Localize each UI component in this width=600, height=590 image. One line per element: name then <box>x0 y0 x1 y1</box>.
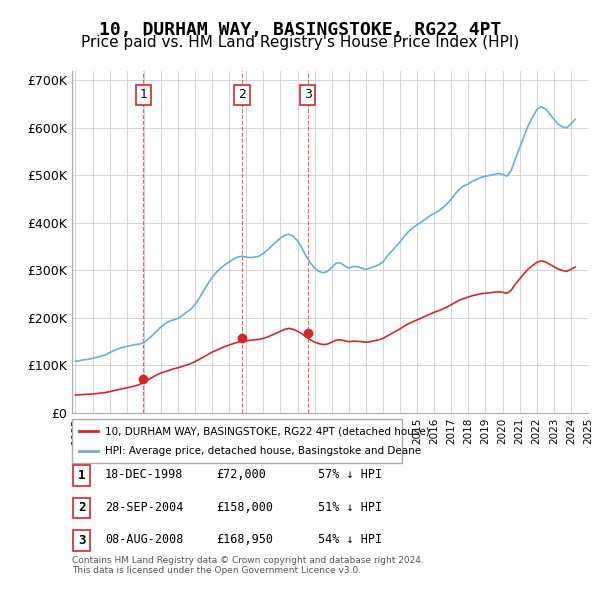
Text: 10, DURHAM WAY, BASINGSTOKE, RG22 4PT: 10, DURHAM WAY, BASINGSTOKE, RG22 4PT <box>99 21 501 39</box>
Text: Contains HM Land Registry data © Crown copyright and database right 2024.
This d: Contains HM Land Registry data © Crown c… <box>72 556 424 575</box>
Text: 3: 3 <box>78 534 85 547</box>
Text: £168,950: £168,950 <box>216 533 273 546</box>
Text: 51% ↓ HPI: 51% ↓ HPI <box>318 501 382 514</box>
Text: 28-SEP-2004: 28-SEP-2004 <box>105 501 184 514</box>
FancyBboxPatch shape <box>73 466 90 486</box>
Text: 10, DURHAM WAY, BASINGSTOKE, RG22 4PT (detached house): 10, DURHAM WAY, BASINGSTOKE, RG22 4PT (d… <box>105 427 430 436</box>
Text: 08-AUG-2008: 08-AUG-2008 <box>105 533 184 546</box>
FancyBboxPatch shape <box>72 419 402 463</box>
Text: Price paid vs. HM Land Registry's House Price Index (HPI): Price paid vs. HM Land Registry's House … <box>81 35 519 50</box>
Text: 2: 2 <box>238 88 246 101</box>
Text: 1: 1 <box>78 469 85 482</box>
Text: 54% ↓ HPI: 54% ↓ HPI <box>318 533 382 546</box>
Text: 2: 2 <box>78 502 85 514</box>
Text: £158,000: £158,000 <box>216 501 273 514</box>
Text: 57% ↓ HPI: 57% ↓ HPI <box>318 468 382 481</box>
Text: 18-DEC-1998: 18-DEC-1998 <box>105 468 184 481</box>
Text: £72,000: £72,000 <box>216 468 266 481</box>
Text: 1: 1 <box>139 88 147 101</box>
FancyBboxPatch shape <box>73 530 90 550</box>
Text: 3: 3 <box>304 88 312 101</box>
FancyBboxPatch shape <box>73 498 90 518</box>
Text: HPI: Average price, detached house, Basingstoke and Deane: HPI: Average price, detached house, Basi… <box>105 446 421 455</box>
